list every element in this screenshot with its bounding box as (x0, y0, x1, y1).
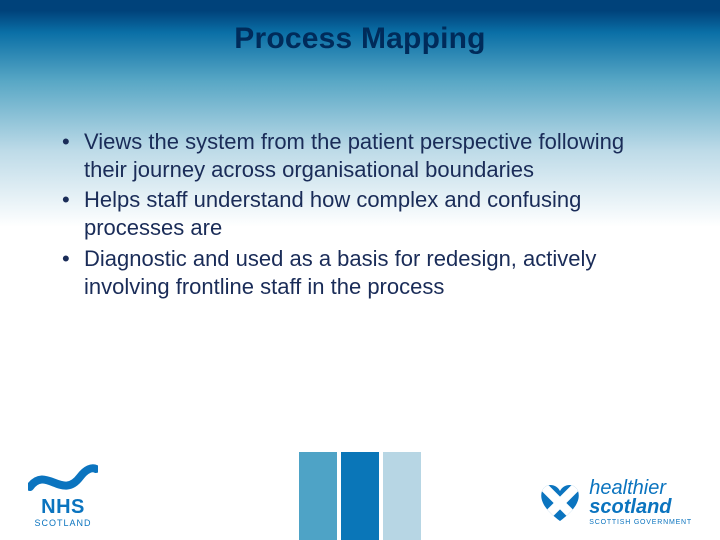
slide-body: Views the system from the patient perspe… (60, 128, 660, 303)
nhs-logo-subtext: SCOTLAND (34, 518, 91, 528)
bullet-item: Diagnostic and used as a basis for redes… (60, 245, 660, 301)
footer: NHS SCOTLAND healthier scotland SCOTTISH… (0, 452, 720, 540)
hs-logo-subtext: SCOTTISH GOVERNMENT (589, 519, 692, 526)
saltire-heart-icon (539, 482, 581, 524)
bullet-list: Views the system from the patient perspe… (60, 128, 660, 301)
bullet-item: Helps staff understand how complex and c… (60, 186, 660, 242)
footer-bar (341, 452, 379, 540)
nhs-scotland-logo: NHS SCOTLAND (28, 457, 98, 528)
nhs-logo-text: NHS (41, 497, 85, 517)
hs-logo-text-wrap: healthier scotland SCOTTISH GOVERNMENT (589, 479, 692, 526)
footer-bars (299, 452, 421, 540)
slide-title: Process Mapping (0, 22, 720, 56)
footer-bar (383, 452, 421, 540)
hs-logo-line2: scotland (589, 498, 671, 517)
slide: Process Mapping Views the system from th… (0, 0, 720, 540)
nhs-wave-icon (28, 457, 98, 499)
bullet-item: Views the system from the patient perspe… (60, 128, 660, 184)
healthier-scotland-logo: healthier scotland SCOTTISH GOVERNMENT (539, 479, 692, 526)
footer-bar (299, 452, 337, 540)
